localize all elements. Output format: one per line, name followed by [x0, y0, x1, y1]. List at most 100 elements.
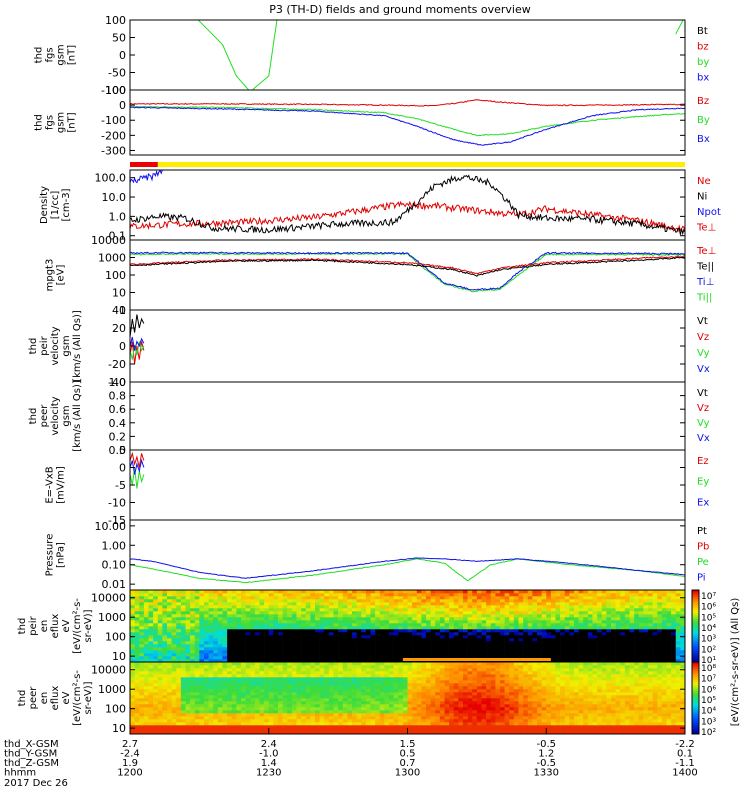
spectrogram-cell	[356, 677, 362, 681]
spectrogram-cell	[162, 605, 168, 609]
spectrogram-cell	[393, 731, 399, 735]
spectrogram-cell	[139, 614, 145, 618]
spectrogram-cell	[648, 635, 653, 639]
spectrogram-cell	[421, 593, 427, 597]
spectrogram-cell	[291, 713, 297, 717]
spectrogram-cell	[375, 701, 381, 705]
spectrogram-cell	[338, 608, 344, 612]
spectrogram-cell	[643, 593, 649, 597]
spectrogram-cell	[504, 599, 510, 603]
spectrogram-cell	[560, 590, 566, 594]
spectrogram-cell	[375, 668, 381, 672]
spectrogram-cell	[592, 608, 598, 612]
spectrogram-cell	[180, 713, 186, 717]
spectrogram-cell	[426, 602, 431, 606]
spectrogram-cell	[194, 683, 200, 687]
spectrogram-cell	[245, 680, 251, 684]
spectrogram-cell	[236, 695, 242, 699]
spectrogram-cell	[264, 626, 270, 630]
spectrogram-cell	[467, 713, 473, 717]
spectrogram-cell	[236, 725, 242, 729]
spectrogram-cell	[606, 602, 612, 606]
spectrogram-cell	[356, 719, 362, 723]
spectrogram-cell	[190, 656, 196, 660]
spectrogram-cell	[217, 716, 223, 720]
spectrogram-cell	[657, 647, 663, 651]
spectrogram-cell	[389, 689, 394, 693]
spectrogram-cell	[546, 623, 552, 627]
spectrogram-cell	[273, 710, 279, 714]
spectrogram-cell	[134, 656, 140, 660]
spectrogram-cell	[675, 647, 681, 651]
spectrogram-cell	[597, 593, 603, 597]
spectrogram-cell	[185, 608, 191, 612]
spectrogram-cell	[666, 656, 672, 660]
spectrogram-cell	[467, 602, 473, 606]
spectrogram-cell	[652, 626, 658, 630]
spectrogram-cell	[282, 722, 288, 726]
spectrogram-cell	[629, 635, 635, 639]
spectrogram-cell	[148, 593, 154, 597]
spectrogram-cell	[509, 599, 515, 603]
spectrogram-cell	[379, 662, 385, 666]
spectrogram-cell	[333, 656, 339, 660]
spectrogram-cell	[597, 650, 603, 654]
spectrogram-cell	[444, 710, 450, 714]
spectrogram-cell	[315, 689, 320, 693]
spectrogram-cell	[472, 650, 478, 654]
spectrogram-cell	[615, 629, 621, 633]
spectrogram-cell	[652, 641, 658, 645]
spectrogram-cell	[180, 620, 186, 624]
spectrogram-cell	[185, 707, 191, 711]
spectrogram-cell	[555, 617, 561, 621]
spectrogram-cell	[365, 668, 371, 672]
spectrogram-cell	[509, 641, 515, 645]
legend-Ex: Ex	[697, 497, 709, 508]
spectrogram-cell	[370, 695, 376, 699]
spectrogram-cell	[143, 659, 149, 663]
spectrogram-cell	[638, 602, 644, 606]
spectrogram-cell	[278, 698, 283, 702]
spectrogram-cell	[472, 638, 478, 642]
spectrogram-cell	[601, 641, 607, 645]
spectrogram-cell	[458, 602, 464, 606]
spectrogram-cell	[412, 722, 418, 726]
spectrogram-cell	[560, 608, 566, 612]
spectrogram-cell	[430, 692, 436, 696]
spectrogram-cell	[500, 608, 505, 612]
spectrogram-cell	[467, 644, 473, 648]
spectrogram-cell	[365, 707, 371, 711]
spectrogram-cell	[398, 695, 404, 699]
spectrogram-cell	[139, 722, 145, 726]
spectrogram-cell	[458, 623, 464, 627]
spectrogram-cell	[148, 623, 154, 627]
spectrogram-cell	[305, 677, 311, 681]
spectrogram-cell	[254, 632, 260, 636]
spectrogram-cell	[384, 665, 390, 669]
spectrogram-cell	[185, 662, 191, 666]
spectrogram-cell	[375, 707, 381, 711]
spectrogram-cell	[384, 599, 390, 603]
spectrogram-cell	[680, 620, 686, 624]
spectrogram-cell	[458, 635, 464, 639]
spectrogram-cell	[199, 710, 205, 714]
spectrogram-cell	[546, 596, 552, 600]
spectrogram-cell	[264, 719, 270, 723]
spectrogram-cell	[412, 668, 418, 672]
spectrogram-cell	[606, 593, 612, 597]
y-tick-label: 10.00	[95, 520, 127, 533]
legend-Bt: Bt	[697, 26, 708, 37]
spectrogram-cell	[342, 668, 348, 672]
spectrogram-cell	[444, 698, 450, 702]
spectrogram-cell	[398, 632, 404, 636]
spectrogram-cell	[546, 632, 552, 636]
spectrogram-cell	[282, 716, 288, 720]
spectrogram-cell	[130, 722, 135, 726]
spectrogram-cell	[648, 626, 653, 630]
spectrogram-cell	[305, 686, 311, 690]
spectrogram-cell	[648, 638, 653, 642]
spectrogram-cell	[555, 632, 561, 636]
spectrogram-cell	[509, 650, 515, 654]
spectrogram-cell	[213, 680, 219, 684]
spectrogram-cell	[416, 677, 422, 681]
